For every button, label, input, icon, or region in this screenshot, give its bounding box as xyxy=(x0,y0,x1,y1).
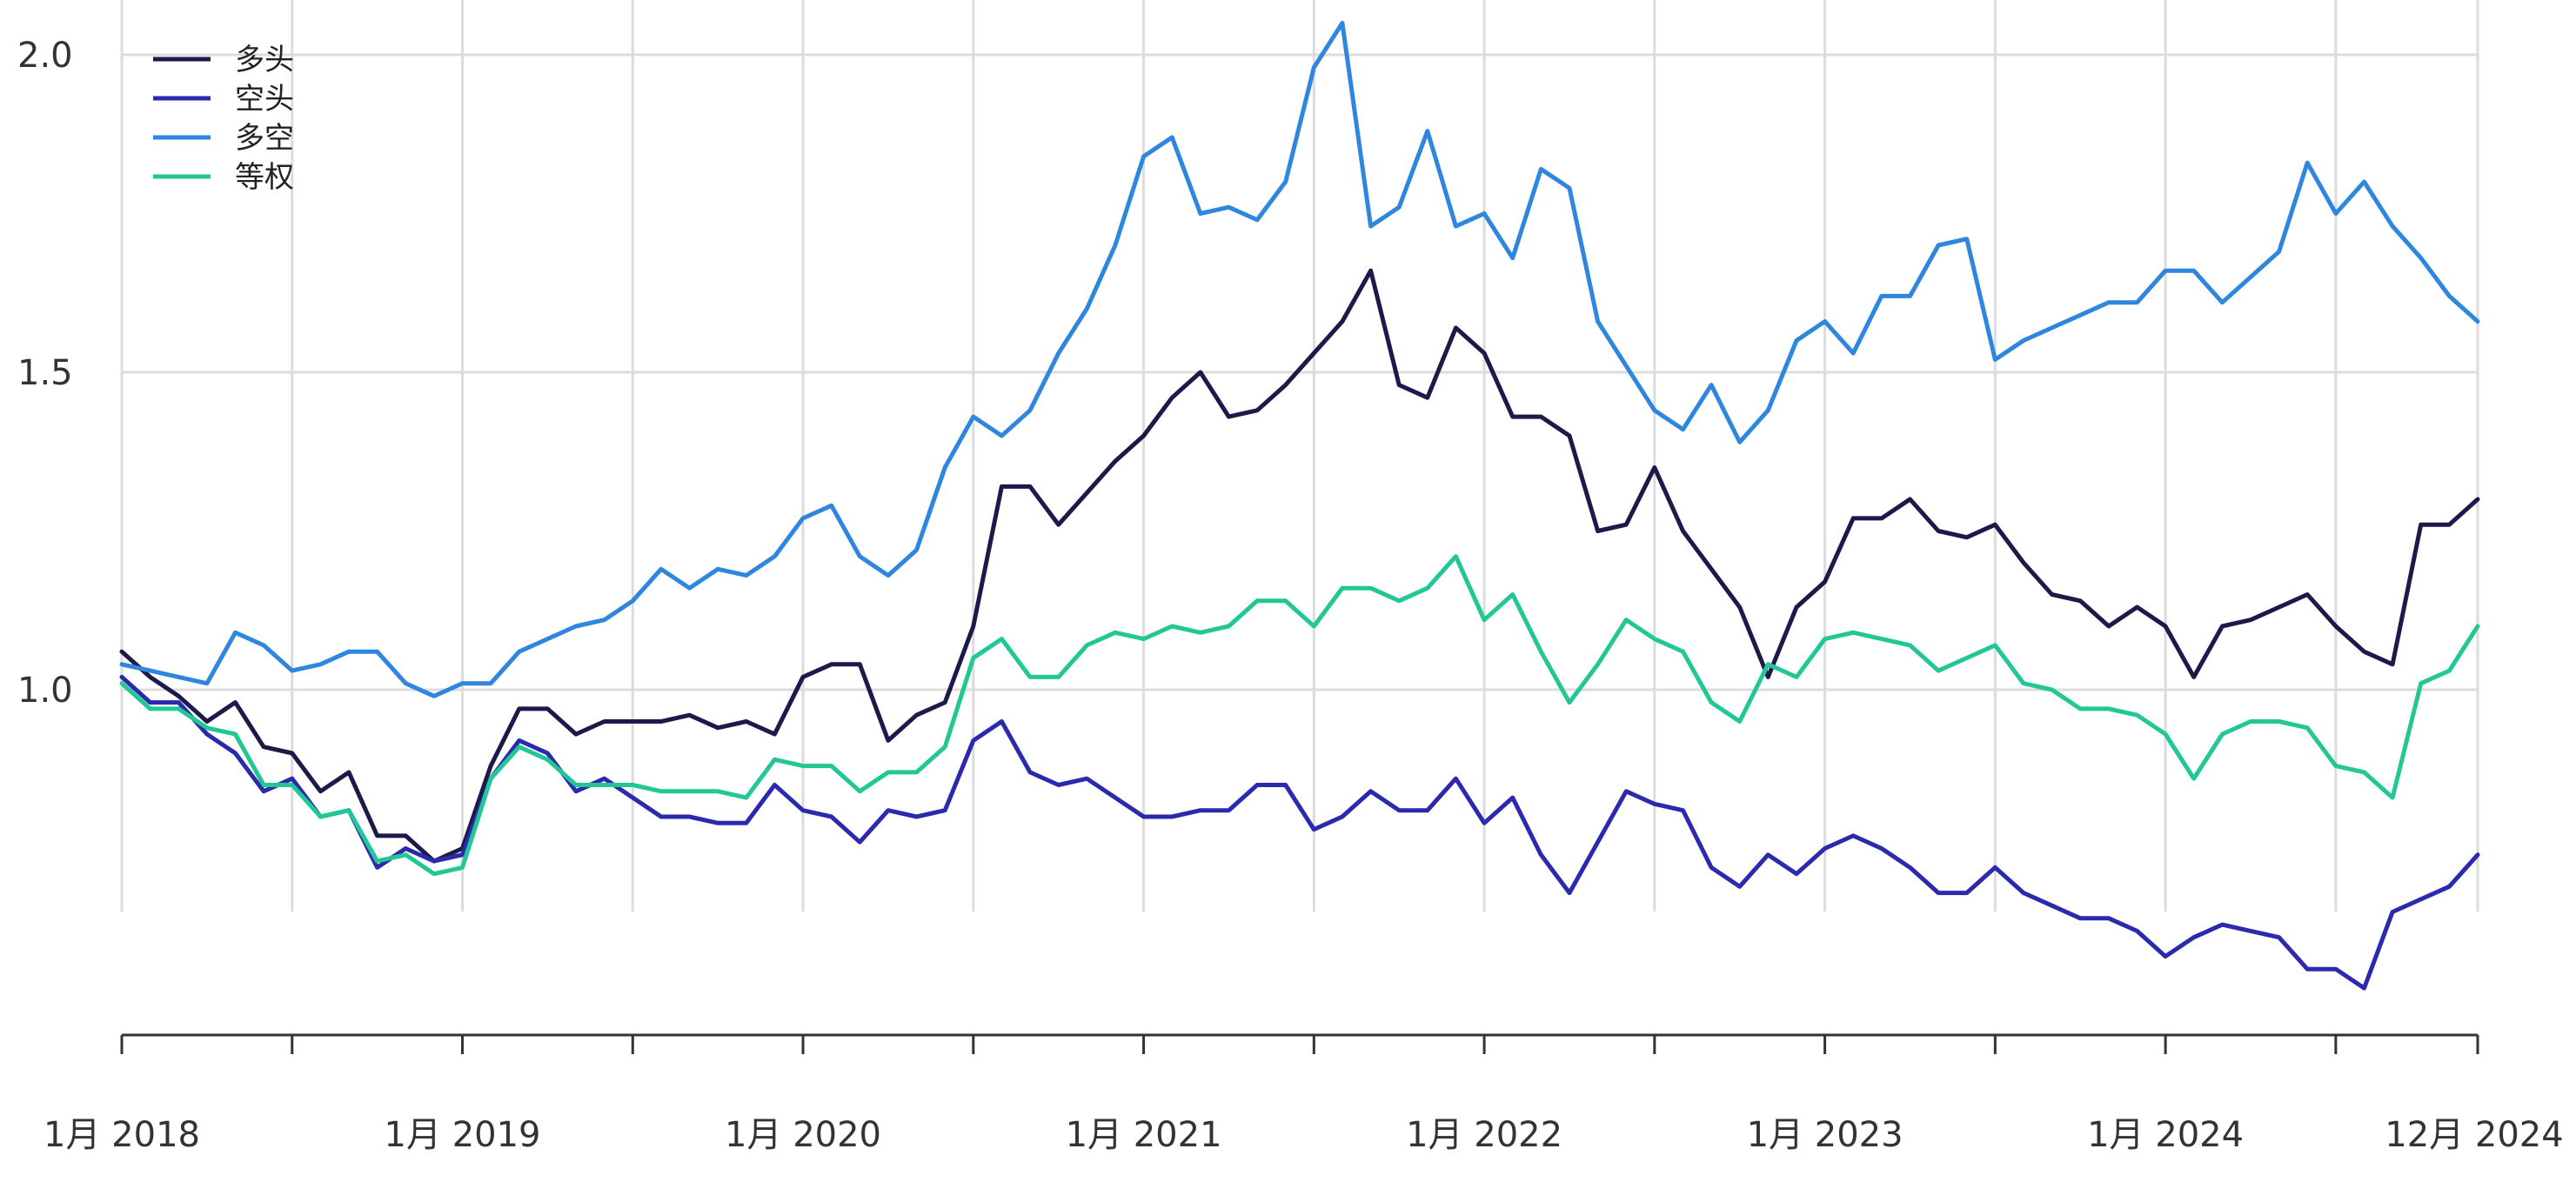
series-line-多头 xyxy=(119,268,2480,864)
legend-label: 空头 xyxy=(235,82,294,117)
axis-layer: 1.0 1.5 2.0 1月 2018 1月 2019 1月 2020 1月 2021 1月 … xyxy=(17,36,2564,1155)
x-tick-label: 1月 2018 xyxy=(43,1115,200,1155)
x-tick-label: 1月 2019 xyxy=(385,1115,541,1155)
legend-label: 多头 xyxy=(235,43,294,77)
x-tick-label: 12月 2024 xyxy=(2385,1115,2563,1155)
x-tick-label: 1月 2024 xyxy=(2087,1115,2244,1155)
grid-layer xyxy=(120,0,2479,912)
legend-label: 多空 xyxy=(235,121,294,156)
y-tick-label: 2.0 xyxy=(17,36,73,76)
x-tick-label: 1月 2020 xyxy=(725,1115,881,1155)
series-line-等权 xyxy=(119,554,2480,877)
series-line-空头 xyxy=(119,674,2480,991)
legend-label: 等权 xyxy=(235,160,294,195)
y-tick-label: 1.0 xyxy=(17,671,73,711)
series-layer xyxy=(119,21,2480,991)
x-tick-label: 1月 2022 xyxy=(1406,1115,1562,1155)
x-tick-label: 1月 2021 xyxy=(1066,1115,1222,1155)
series-line-多空 xyxy=(119,21,2480,698)
y-tick-label: 1.5 xyxy=(17,353,73,393)
x-tick-label: 1月 2023 xyxy=(1747,1115,1904,1155)
